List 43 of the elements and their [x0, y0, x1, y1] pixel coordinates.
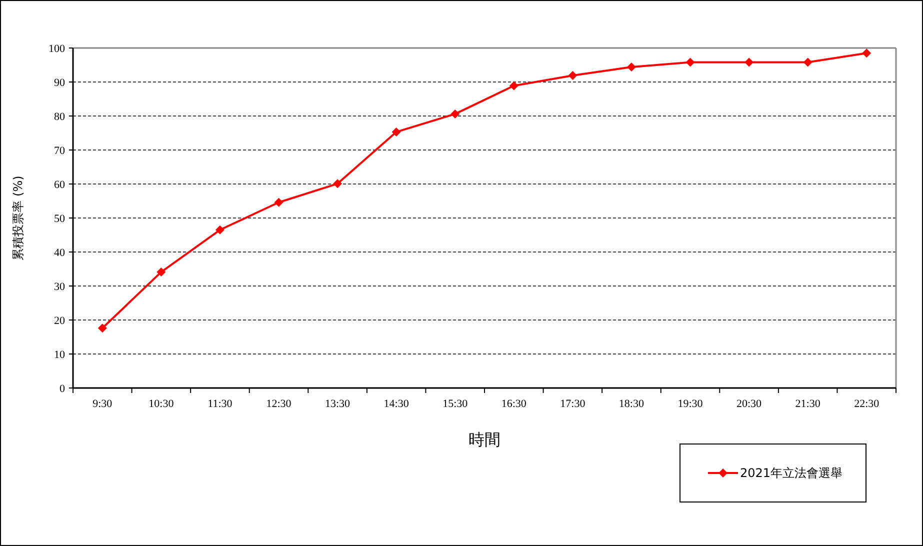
x-tick-label: 15:30 [442, 398, 468, 410]
y-axis-title: 累積投票率 (%) [11, 176, 25, 260]
x-tick-label: 13:30 [325, 398, 351, 410]
y-tick-label: 20 [54, 315, 66, 327]
y-tick-label: 100 [48, 43, 66, 55]
y-tick-label: 40 [54, 247, 66, 259]
point [450, 109, 460, 118]
point [98, 324, 107, 333]
point [392, 127, 401, 136]
legend: 2021年立法會選舉 [680, 444, 866, 502]
point [156, 268, 166, 277]
x-tick-label: 18:30 [618, 398, 644, 410]
y-tick-label: 10 [54, 349, 66, 361]
y-tick-label: 30 [54, 281, 66, 293]
y-tick-label: 70 [54, 145, 66, 157]
point [274, 198, 284, 207]
point [568, 71, 578, 80]
point [803, 58, 812, 67]
x-tick-label: 11:30 [208, 398, 233, 410]
x-tick-label: 9:30 [92, 398, 113, 410]
x-tick-label: 20:30 [736, 398, 762, 410]
legend-label: 2021年立法會選舉 [740, 466, 843, 480]
y-tick-label: 0 [60, 383, 66, 395]
point [626, 62, 636, 72]
point [686, 58, 695, 67]
point [333, 179, 342, 188]
x-tick-label: 14:30 [384, 398, 410, 410]
point [744, 58, 754, 67]
x-tick-label: 21:30 [795, 398, 821, 410]
point [862, 48, 872, 58]
y-tick-label: 80 [54, 111, 66, 123]
x-tick-label: 16:30 [501, 398, 527, 410]
point [509, 81, 518, 90]
x-tick-label: 17:30 [560, 398, 586, 410]
y-tick-label: 60 [54, 179, 66, 191]
point [215, 225, 224, 234]
x-tick-label: 19:30 [678, 398, 704, 410]
y-tick-label: 90 [54, 77, 66, 89]
x-axis-title: 時間 [468, 430, 500, 449]
x-tick-label: 12:30 [266, 398, 292, 410]
x-tick-label: 22:30 [854, 398, 880, 410]
y-tick-label: 50 [54, 213, 66, 225]
x-tick-label: 10:30 [148, 398, 174, 410]
